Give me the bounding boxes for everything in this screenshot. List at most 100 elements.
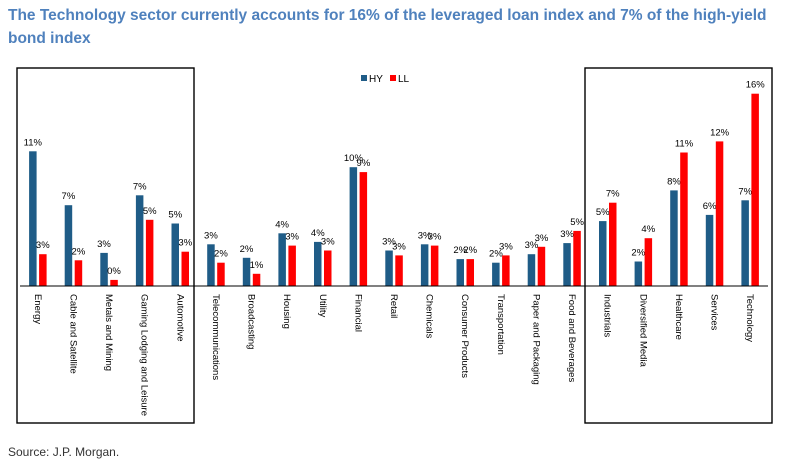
bar-ll-2: [110, 279, 118, 286]
bar-ll-13: [502, 255, 510, 286]
bar-ll-0: [39, 254, 47, 287]
data-label-ll-18: 11%: [675, 139, 694, 150]
category-label-4: Automotive: [174, 294, 185, 342]
bar-ll-11: [430, 245, 439, 286]
bar-hy-14: [527, 254, 536, 287]
data-label-hy-1: 7%: [62, 191, 76, 202]
bar-ll-12: [466, 259, 474, 287]
category-label-1: Cable and Satellite: [67, 294, 78, 374]
bar-ll-7: [288, 245, 296, 286]
bar-hy-10: [385, 250, 393, 286]
bar-ll-20: [751, 93, 759, 286]
bar-ll-15: [573, 230, 581, 286]
bar-hy-5: [207, 244, 215, 286]
bar-hy-12: [456, 259, 464, 287]
bar-hy-11: [420, 244, 429, 286]
category-label-6: Broadcasting: [246, 294, 257, 349]
data-label-hy-3: 7%: [133, 181, 147, 192]
data-label-ll-14: 3%: [535, 233, 549, 244]
data-label-hy-6: 2%: [240, 244, 254, 255]
bar-ll-14: [537, 246, 546, 286]
data-label-hy-9: 10%: [344, 153, 364, 164]
data-label-ll-1: 2%: [72, 246, 86, 257]
bar-hy-7: [278, 233, 286, 286]
bar-hy-8: [314, 241, 322, 286]
bar-ll-8: [324, 250, 332, 286]
bar-hy-13: [492, 262, 500, 286]
data-label-ll-5: 2%: [214, 249, 228, 260]
data-label-hy-5: 3%: [204, 230, 218, 241]
category-label-15: Food and Beverages: [566, 294, 577, 382]
right-highlight-box: [584, 67, 773, 424]
plot-area: 11% 3% Energy 7% 2% Cable and Satellite 3% 0% Me…: [24, 80, 766, 416]
data-label-ll-6: 1%: [250, 260, 264, 271]
data-label-hy-8: 4%: [311, 228, 325, 239]
category-label-5: Telecommunications: [210, 294, 221, 380]
legend-label-ll: LL: [398, 74, 410, 85]
source-note: Source: J.P. Morgan.: [8, 445, 120, 459]
category-label-10: Retail: [388, 294, 399, 318]
category-label-19: Services: [709, 294, 720, 331]
bar-hy-16: [599, 221, 607, 286]
data-label-hy-0: 11%: [24, 137, 43, 148]
bar-ll-19: [715, 141, 724, 286]
bar-hy-19: [705, 214, 714, 286]
bar-hy-0: [29, 151, 37, 287]
category-label-0: Energy: [32, 294, 43, 324]
bar-ll-5: [217, 262, 225, 286]
category-label-17: Diversified Media: [637, 294, 648, 368]
data-label-hy-18: 8%: [667, 176, 681, 187]
legend-swatch-hy: [361, 75, 367, 81]
bar-ll-18: [680, 152, 688, 286]
bar-hy-6: [242, 257, 251, 286]
data-label-ll-20: 16%: [746, 80, 766, 91]
data-label-hy-12: 2%: [453, 245, 467, 256]
data-label-hy-4: 5%: [168, 210, 182, 221]
data-label-ll-0: 3%: [36, 240, 50, 251]
data-label-ll-16: 7%: [606, 189, 620, 200]
data-label-ll-8: 3%: [321, 237, 335, 248]
bar-ll-6: [252, 273, 261, 287]
category-label-8: Utility: [317, 294, 328, 317]
bar-hy-15: [563, 243, 571, 286]
bar-ll-9: [359, 172, 368, 286]
data-label-ll-12: 2%: [463, 245, 477, 256]
data-label-ll-2: 0%: [107, 266, 121, 277]
data-label-ll-10: 3%: [392, 241, 406, 252]
category-label-2: Metals and Mining: [103, 294, 114, 371]
data-label-ll-15: 5%: [570, 217, 584, 228]
left-highlight-box: [16, 67, 195, 424]
bar-ll-1: [74, 260, 83, 286]
data-label-hy-7: 4%: [275, 219, 289, 230]
chart-title: The Technology sector currently accounts…: [8, 7, 767, 47]
bar-ll-16: [609, 202, 617, 286]
data-label-hy-14: 3%: [525, 240, 539, 251]
bar-hy-17: [634, 261, 643, 286]
category-label-20: Technology: [744, 294, 755, 342]
data-label-hy-19: 6%: [703, 201, 717, 212]
category-label-13: Transportation: [495, 294, 506, 355]
category-label-12: Consumer Products: [459, 294, 470, 378]
data-label-ll-4: 3%: [178, 238, 192, 249]
bar-hy-20: [741, 200, 749, 287]
bar-hy-4: [171, 223, 179, 286]
data-label-hy-17: 2%: [631, 248, 645, 259]
category-label-18: Healthcare: [673, 294, 684, 340]
data-label-ll-7: 3%: [285, 232, 299, 243]
data-label-hy-20: 7%: [738, 186, 752, 197]
data-label-hy-13: 2%: [489, 249, 503, 260]
data-label-hy-11: 3%: [418, 230, 432, 241]
legend: HY LL: [361, 74, 410, 85]
category-label-16: Industrials: [602, 294, 613, 338]
legend-swatch-ll: [390, 75, 396, 81]
bar-hy-9: [349, 167, 358, 286]
category-label-7: Housing: [281, 294, 292, 329]
category-label-11: Chemicals: [424, 294, 435, 339]
bar-hy-2: [100, 252, 108, 286]
category-label-3: Gaming Lodging and Leisure: [139, 294, 150, 416]
bar-ll-4: [181, 251, 189, 286]
data-label-ll-19: 12%: [710, 127, 730, 138]
data-label-ll-17: 4%: [641, 224, 655, 235]
bar-ll-3: [145, 219, 154, 286]
